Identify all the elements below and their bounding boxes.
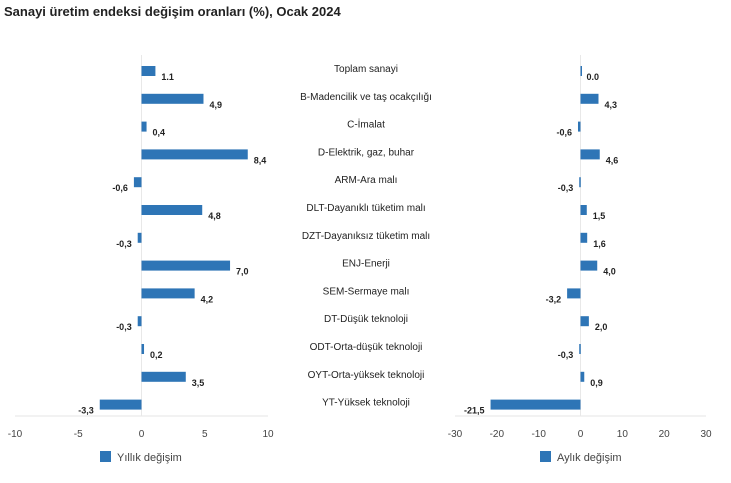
data-label: 0,9: [590, 378, 603, 388]
legend-yearly-swatch: [100, 451, 111, 462]
data-label: 0,2: [150, 350, 163, 360]
data-label: -3,2: [546, 294, 562, 304]
category-label: D-Elektrik, gaz, buhar: [318, 147, 415, 158]
x-tick-label: -30: [448, 429, 463, 440]
data-label: -0,3: [558, 183, 574, 193]
bar: [141, 288, 195, 299]
bar: [141, 66, 156, 76]
category-label: DZT-Dayanıksız tüketim malı: [302, 231, 430, 242]
category-label: OYT-Orta-yüksek teknoloji: [308, 370, 425, 381]
data-label: -0,6: [112, 183, 128, 193]
bar: [141, 344, 145, 354]
bar: [580, 232, 588, 243]
bar: [580, 371, 585, 382]
legend-yearly-label: Yıllık değişim: [117, 452, 182, 464]
bar: [580, 66, 582, 76]
bar: [141, 260, 231, 271]
data-label: 4,9: [209, 100, 222, 110]
x-tick-label: 10: [617, 429, 629, 440]
bar: [141, 93, 204, 104]
bar: [580, 93, 599, 104]
category-label: SEM-Sermaye malı: [323, 286, 410, 297]
bar: [141, 371, 186, 382]
data-label: -0,3: [116, 239, 132, 249]
category-label: ARM-Ara malı: [335, 175, 398, 186]
data-label: 1,5: [593, 211, 606, 221]
x-tick-label: -20: [490, 429, 505, 440]
x-tick-label: 0: [578, 429, 584, 440]
bar: [133, 177, 142, 188]
x-tick-label: -5: [74, 429, 83, 440]
data-label: 0,4: [153, 128, 166, 138]
bar: [580, 260, 598, 271]
category-label: DT-Düşük teknoloji: [324, 314, 408, 325]
legend-monthly-swatch: [540, 451, 551, 462]
bar: [99, 399, 142, 410]
data-label: 1,6: [593, 239, 606, 249]
bar: [579, 177, 581, 188]
legend-monthly-label: Aylık değişim: [557, 452, 622, 464]
category-label: DLT-Dayanıklı tüketim malı: [306, 203, 425, 214]
bar: [577, 121, 581, 132]
data-label: 0.0: [587, 72, 600, 82]
data-label: -0,3: [116, 322, 132, 332]
data-label: -21,5: [464, 406, 485, 416]
bar: [579, 344, 581, 354]
data-label: 4,2: [201, 294, 214, 304]
data-label: -3,3: [78, 406, 94, 416]
x-tick-label: 10: [262, 429, 274, 440]
chart-title: Sanayi üretim endeksi değişim oranları (…: [4, 4, 341, 19]
x-tick-label: -10: [531, 429, 546, 440]
category-label: B-Madencilik ve taş ocakçılığı: [300, 92, 432, 103]
bar: [580, 205, 587, 215]
data-label: -0,6: [556, 128, 572, 138]
bar: [567, 288, 581, 299]
bar: [141, 205, 203, 215]
bar: [141, 121, 147, 132]
bar: [137, 316, 142, 327]
x-tick-label: 5: [202, 429, 208, 440]
data-label: 8,4: [254, 155, 267, 165]
x-tick-label: 0: [139, 429, 145, 440]
data-label: 1.1: [161, 72, 174, 82]
data-label: 4,0: [603, 267, 616, 277]
data-label: 4,8: [208, 211, 221, 221]
bar: [490, 399, 581, 410]
category-label: ODT-Orta-düşük teknoloji: [310, 342, 423, 353]
bar: [137, 232, 142, 243]
category-label: Toplam sanayi: [334, 64, 398, 75]
bar: [580, 149, 600, 160]
bar: [141, 149, 248, 160]
category-label: YT-Yüksek teknoloji: [322, 398, 410, 409]
category-label: C-İmalat: [347, 118, 385, 131]
x-tick-label: 30: [700, 429, 712, 440]
data-label: 7,0: [236, 267, 249, 277]
data-label: 3,5: [192, 378, 205, 388]
data-label: 4,3: [604, 100, 617, 110]
data-label: 4,6: [606, 155, 619, 165]
data-label: 2,0: [595, 322, 608, 332]
x-tick-label: 20: [659, 429, 671, 440]
x-tick-label: -10: [8, 429, 23, 440]
bar: [580, 316, 589, 327]
data-label: -0,3: [558, 350, 574, 360]
category-label: ENJ-Enerji: [342, 259, 390, 270]
